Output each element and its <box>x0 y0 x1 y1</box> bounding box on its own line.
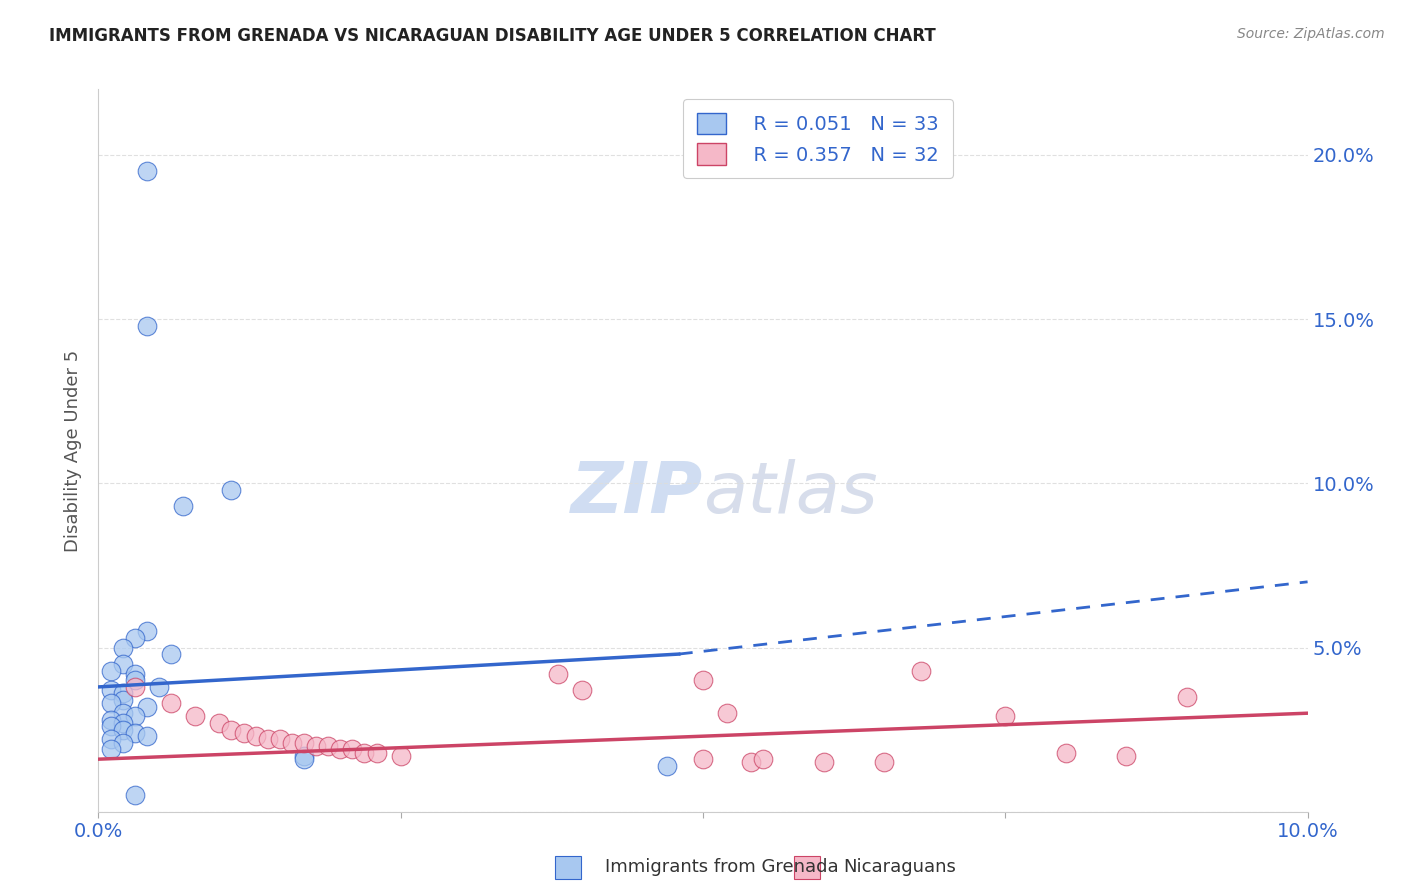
Point <box>692 752 714 766</box>
Text: atlas: atlas <box>703 459 877 528</box>
Point <box>184 709 207 723</box>
Point <box>124 726 146 740</box>
Point <box>100 719 122 733</box>
Point <box>292 736 315 750</box>
Point <box>256 732 278 747</box>
Point <box>100 696 122 710</box>
Point <box>292 752 315 766</box>
Point <box>873 756 896 770</box>
Point <box>111 716 134 731</box>
Point <box>111 657 134 671</box>
Point <box>269 732 291 747</box>
Point <box>994 709 1017 723</box>
Point <box>135 699 157 714</box>
Point <box>124 680 146 694</box>
Text: Immigrants from Grenada: Immigrants from Grenada <box>605 858 838 876</box>
Point <box>172 500 194 514</box>
Point <box>281 736 304 750</box>
Point <box>100 732 122 747</box>
Point <box>135 318 157 333</box>
Point <box>221 483 243 497</box>
Legend:   R = 0.051   N = 33,   R = 0.357   N = 32: R = 0.051 N = 33, R = 0.357 N = 32 <box>683 99 953 178</box>
Point <box>366 746 388 760</box>
Point <box>111 723 134 737</box>
Text: ZIP: ZIP <box>571 459 703 528</box>
Point <box>160 647 183 661</box>
Point <box>100 683 122 698</box>
Point <box>342 742 364 756</box>
Point <box>124 789 146 803</box>
Point <box>100 713 122 727</box>
Point <box>111 736 134 750</box>
Point <box>111 693 134 707</box>
Point <box>353 746 375 760</box>
Point <box>316 739 339 753</box>
Point <box>305 739 328 753</box>
Point <box>292 748 315 763</box>
Point <box>208 716 231 731</box>
Point <box>100 742 122 756</box>
Point <box>716 706 738 721</box>
Point <box>111 686 134 700</box>
Point <box>160 696 183 710</box>
Point <box>910 664 932 678</box>
Point <box>571 683 593 698</box>
Point <box>813 756 835 770</box>
Point <box>124 666 146 681</box>
Point <box>389 748 412 763</box>
Point <box>124 673 146 688</box>
Point <box>111 706 134 721</box>
Point <box>135 624 157 639</box>
Point <box>740 756 762 770</box>
Point <box>692 673 714 688</box>
Point <box>148 680 170 694</box>
Point <box>135 164 157 178</box>
Text: Nicaraguans: Nicaraguans <box>844 858 956 876</box>
Point <box>135 729 157 743</box>
Point <box>1054 746 1077 760</box>
Point <box>245 729 267 743</box>
Point <box>100 664 122 678</box>
Text: IMMIGRANTS FROM GRENADA VS NICARAGUAN DISABILITY AGE UNDER 5 CORRELATION CHART: IMMIGRANTS FROM GRENADA VS NICARAGUAN DI… <box>49 27 936 45</box>
Point <box>1115 748 1137 763</box>
Point <box>329 742 352 756</box>
Point <box>655 758 678 772</box>
Point <box>124 631 146 645</box>
Point <box>547 666 569 681</box>
Point <box>221 723 243 737</box>
Text: Source: ZipAtlas.com: Source: ZipAtlas.com <box>1237 27 1385 41</box>
Point <box>111 640 134 655</box>
Point <box>752 752 775 766</box>
Y-axis label: Disability Age Under 5: Disability Age Under 5 <box>65 350 83 551</box>
Point <box>232 726 254 740</box>
Point <box>1175 690 1198 704</box>
Point <box>124 709 146 723</box>
